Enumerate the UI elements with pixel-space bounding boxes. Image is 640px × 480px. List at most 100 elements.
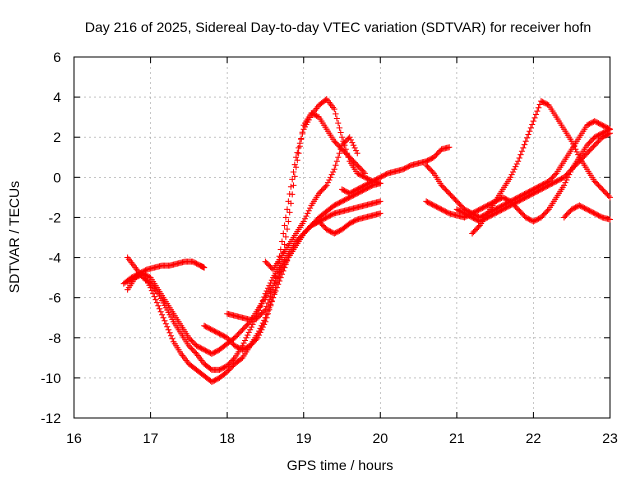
data-point: [596, 183, 603, 190]
data-point: [353, 147, 360, 154]
chart-title: Day 216 of 2025, Sidereal Day-to-day VTE…: [85, 19, 591, 35]
data-point: [299, 130, 306, 137]
data-point: [229, 340, 236, 347]
data-point: [503, 196, 510, 203]
data-point: [205, 324, 211, 331]
data-point: [534, 108, 541, 115]
data-point: [455, 207, 462, 214]
data-point: [511, 166, 518, 173]
data-point: [227, 358, 234, 365]
data-point: [581, 152, 588, 159]
data-point: [349, 219, 356, 226]
data-point: [199, 346, 206, 353]
data-point: [520, 195, 527, 202]
data-point: [190, 259, 197, 266]
data-point: [563, 211, 570, 218]
data-point: [136, 272, 143, 279]
data-point: [342, 188, 349, 195]
data-point: [406, 162, 413, 169]
data-point: [378, 173, 385, 180]
data-point: [569, 140, 576, 147]
data-point: [598, 121, 605, 128]
data-point: [264, 310, 271, 317]
data-point: [535, 215, 542, 222]
data-point: [469, 230, 476, 237]
data-point: [258, 326, 265, 333]
data-point: [355, 185, 362, 192]
data-point: [324, 213, 331, 220]
data-point: [328, 229, 335, 236]
data-point: [354, 162, 361, 169]
data-point: [585, 207, 592, 214]
data-point: [351, 159, 358, 166]
data-point: [424, 157, 431, 164]
data-point: [473, 216, 479, 223]
data-point: [599, 134, 606, 141]
data-point: [458, 209, 465, 216]
data-point: [225, 336, 232, 343]
data-point: [512, 199, 519, 206]
data-point: [591, 142, 598, 149]
data-point: [301, 229, 308, 236]
data-point: [540, 185, 547, 192]
data-point: [525, 193, 532, 200]
data-point: [437, 205, 444, 212]
data-point: [520, 144, 527, 151]
data-point: [319, 186, 326, 193]
data-point: [538, 186, 545, 193]
data-point: [572, 204, 579, 211]
data-point: [231, 342, 238, 349]
data-point: [377, 210, 384, 217]
data-point: [235, 330, 242, 337]
data-point: [336, 124, 343, 131]
data-point: [331, 106, 338, 113]
data-point: [322, 215, 329, 222]
data-point: [194, 261, 201, 268]
data-point: [340, 147, 347, 154]
data-point: [535, 187, 542, 194]
data-point: [381, 172, 388, 179]
data-point: [497, 195, 504, 202]
data-point: [211, 377, 218, 384]
data-point: [259, 324, 266, 331]
data-point: [541, 184, 548, 191]
data-point: [253, 336, 260, 343]
data-point: [290, 182, 297, 189]
data-point: [558, 175, 565, 182]
data-point: [594, 139, 601, 146]
data-point: [518, 148, 525, 155]
series-s13: [561, 202, 613, 223]
data-point: [531, 114, 538, 121]
data-point: [443, 209, 450, 216]
data-point: [344, 150, 351, 157]
data-point: [592, 140, 599, 147]
data-point: [557, 176, 564, 183]
data-point: [233, 343, 240, 350]
data-point: [359, 167, 366, 174]
data-point: [541, 210, 548, 217]
data-point: [303, 213, 310, 220]
data-point: [550, 179, 557, 186]
data-point: [483, 215, 490, 222]
data-point: [564, 210, 571, 217]
data-point: [453, 198, 460, 205]
data-point: [541, 100, 548, 107]
data-point: [277, 246, 284, 253]
data-point: [566, 209, 573, 216]
data-point: [328, 171, 335, 178]
data-point: [361, 182, 368, 189]
data-point: [148, 287, 155, 294]
data-point: [571, 143, 578, 150]
data-point: [584, 206, 591, 213]
data-point: [349, 189, 356, 196]
data-point: [185, 334, 192, 341]
data-point: [257, 312, 264, 319]
data-point: [456, 207, 463, 214]
data-point: [566, 168, 573, 175]
data-point: [586, 147, 593, 154]
data-point: [480, 216, 487, 223]
data-point: [382, 171, 389, 178]
data-point: [192, 349, 199, 356]
data-point: [266, 296, 273, 303]
